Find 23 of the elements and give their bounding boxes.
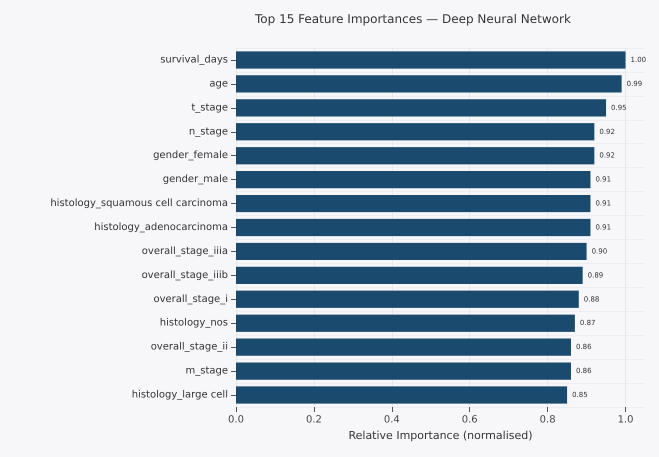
y-tick-label: histology_nos	[160, 318, 228, 329]
y-tick-label: overall_stage_iiia	[142, 246, 228, 257]
y-tick-label: histology_large cell	[132, 390, 228, 401]
x-tick-label: 0.8	[540, 414, 556, 426]
y-tick-label: gender_male	[162, 174, 228, 186]
x-tick-label: 0.0	[228, 414, 244, 426]
x-tick-label: 0.2	[306, 414, 322, 426]
y-tick-label: overall_stage_iiib	[142, 270, 228, 281]
y-tick-label: survival_days	[160, 54, 228, 66]
chart-title: Top 15 Feature Importances — Deep Neural Network	[254, 12, 571, 26]
y-tick-label: age	[209, 78, 228, 90]
y-tick-label: n_stage	[188, 126, 228, 138]
y-tick-label: overall_stage_i	[153, 294, 228, 305]
y-tick-label: m_stage	[186, 366, 228, 377]
x-tick-label: 0.6	[462, 414, 478, 426]
y-tick-label: histology_adenocarcinoma	[94, 222, 228, 233]
x-axis-title: Relative Importance (normalised)	[348, 428, 533, 442]
x-tick-label: 1.0	[618, 414, 634, 426]
x-tick-label: 0.4	[384, 414, 400, 426]
y-tick-label: t_stage	[191, 102, 228, 114]
y-tick-label: gender_female	[153, 150, 228, 162]
y-tick-label: overall_stage_ii	[150, 342, 228, 353]
y-tick-label: histology_squamous cell carcinoma	[50, 198, 228, 210]
